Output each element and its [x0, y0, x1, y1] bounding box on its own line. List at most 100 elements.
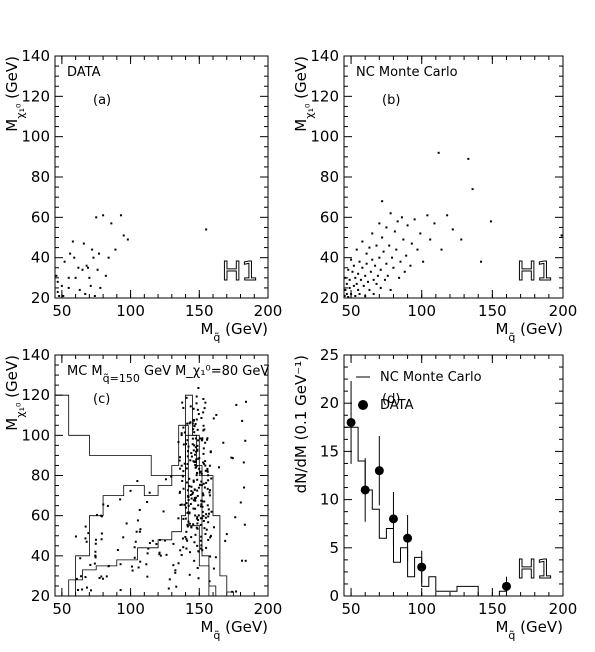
data-point	[235, 590, 238, 593]
legend-label: DATA	[380, 398, 414, 413]
data-point	[199, 437, 202, 440]
data-point	[195, 450, 198, 453]
data-point	[207, 474, 210, 477]
data-point	[195, 474, 198, 477]
data-point	[186, 525, 189, 528]
data-point	[89, 563, 92, 566]
data-point	[202, 462, 205, 465]
data-point	[200, 480, 203, 483]
panel-title: NC Monte Carlo	[356, 65, 458, 80]
data-point	[206, 504, 209, 507]
data-point	[202, 452, 205, 455]
data-point	[177, 441, 180, 444]
data-point	[208, 491, 211, 494]
data-point	[136, 480, 139, 483]
data-point	[67, 286, 70, 289]
data-point	[192, 460, 195, 463]
data-point	[362, 284, 365, 287]
data-point	[371, 258, 374, 261]
data-point	[187, 498, 190, 501]
data-layer	[344, 381, 514, 596]
y-tick-label: 100	[310, 128, 339, 146]
data-point	[96, 513, 99, 516]
data-point	[190, 536, 193, 539]
data-point	[203, 500, 206, 503]
data-point	[56, 290, 59, 293]
data-point	[178, 459, 181, 462]
data-point	[196, 408, 199, 411]
data-point	[119, 214, 122, 217]
data-point	[365, 262, 368, 265]
data-point	[207, 508, 210, 511]
data-point	[194, 514, 197, 517]
data-point	[93, 562, 96, 565]
data-point	[209, 534, 212, 537]
data-point	[194, 437, 197, 440]
data-point	[202, 447, 205, 450]
data-point	[185, 481, 188, 484]
data-point	[194, 533, 197, 536]
data-point	[209, 555, 212, 558]
data-point	[182, 406, 185, 409]
data-point	[196, 567, 199, 570]
data-point	[371, 232, 374, 235]
data-point	[200, 439, 203, 442]
data-point	[214, 556, 217, 559]
data-point	[186, 463, 189, 466]
data-point	[395, 248, 398, 251]
data-point	[379, 268, 382, 271]
data-point	[77, 266, 80, 269]
x-tick-label: 50	[342, 302, 361, 320]
data-point	[369, 270, 372, 273]
data-point	[244, 559, 247, 562]
data-point	[187, 520, 190, 523]
panel-d: 50 100 150 200 0 5 10 15 20 25 Mq̃ (GeV) dN/dM (0.1…	[292, 346, 577, 642]
data-point	[210, 510, 213, 513]
data-point	[195, 418, 198, 421]
data-point	[389, 212, 392, 215]
data-point	[107, 256, 110, 259]
data-point	[119, 563, 122, 566]
y-tick-label: 80	[320, 168, 339, 186]
data-point	[185, 547, 188, 550]
data-point	[193, 496, 196, 499]
data-point	[197, 550, 200, 553]
data-point	[381, 236, 384, 239]
data-point	[100, 538, 103, 541]
data-point	[204, 460, 207, 463]
data-point	[406, 224, 409, 227]
data-point	[94, 554, 97, 557]
data-point	[102, 503, 105, 506]
data-point	[393, 230, 396, 233]
data-point	[182, 470, 185, 473]
data-point	[202, 482, 205, 485]
data-point	[195, 402, 198, 405]
data-point	[172, 542, 175, 545]
y-tick-label: 40	[31, 249, 50, 267]
data-point	[409, 264, 412, 267]
data-point	[378, 256, 381, 259]
y-axis-title: Mχ₁⁰ (GeV)	[3, 355, 27, 431]
data-point	[358, 260, 361, 263]
data-point	[148, 542, 151, 545]
data-point	[186, 455, 189, 458]
data-point	[181, 480, 184, 483]
x-tick-label: 200	[254, 600, 283, 618]
data-point	[181, 537, 184, 540]
data-point	[184, 535, 187, 538]
data-point	[194, 446, 197, 449]
data-point	[167, 587, 170, 590]
data-point	[471, 188, 474, 191]
data-point	[186, 422, 189, 425]
data-point	[196, 448, 199, 451]
data-point	[184, 506, 187, 509]
data-point	[183, 462, 186, 465]
data-point	[242, 461, 245, 464]
data-point	[91, 248, 94, 251]
data-point	[202, 411, 205, 414]
data-point	[204, 533, 207, 536]
panel-title: MC Mq̃=150 GeV M_χ₁⁰=80 GeV	[67, 364, 269, 385]
data-point	[217, 466, 220, 469]
data-point	[195, 395, 198, 398]
data-point	[195, 465, 198, 468]
